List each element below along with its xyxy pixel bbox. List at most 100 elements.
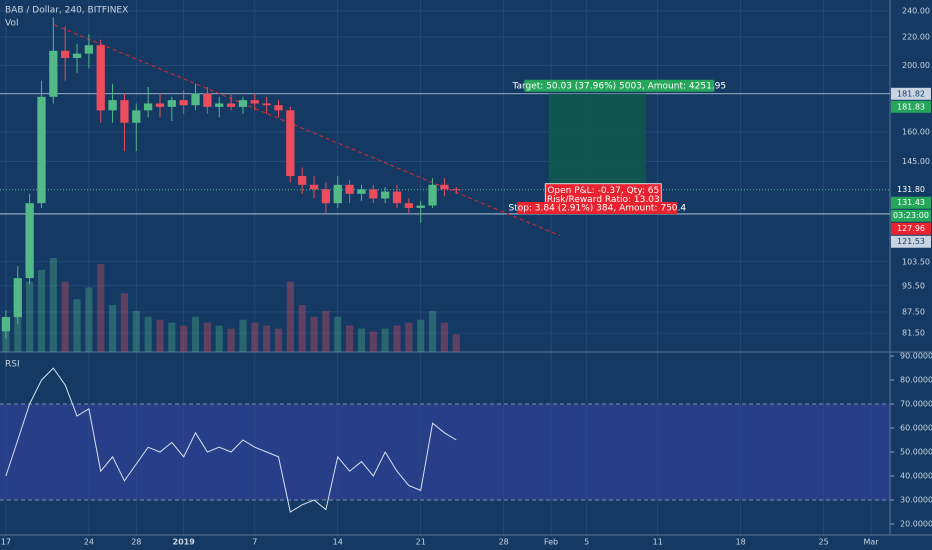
candle-body bbox=[321, 189, 331, 204]
volume-bar bbox=[381, 328, 389, 352]
x-tick-label: 24 bbox=[84, 538, 94, 547]
candle-body bbox=[440, 184, 449, 190]
rsi-tick-label: 70.0000 bbox=[900, 400, 932, 409]
ratio-label: Risk/Reward Ratio: 13.03 bbox=[547, 195, 660, 205]
rsi-tick-label: 60.0000 bbox=[900, 424, 932, 433]
volume-bar bbox=[310, 316, 318, 352]
volume-bar bbox=[180, 325, 188, 352]
x-tick-label: 17 bbox=[1, 538, 11, 547]
candle-body bbox=[357, 189, 366, 194]
y-tick-label: 145.00 bbox=[902, 157, 930, 166]
pnl-label: Open P&L: -0.37, Qty: 65 bbox=[547, 186, 659, 196]
y-tick-label: 240.00 bbox=[902, 6, 930, 15]
x-tick-label: 28 bbox=[499, 538, 509, 547]
candle-body bbox=[452, 189, 461, 191]
volume-bar bbox=[405, 322, 413, 352]
rsi-line bbox=[5, 367, 457, 513]
volume-bar bbox=[286, 281, 294, 352]
candle-body bbox=[369, 189, 378, 199]
chart-title: BAB / Dollar, 240, BITFINEX bbox=[5, 6, 128, 16]
trendline bbox=[54, 24, 561, 237]
volume-bar bbox=[369, 331, 377, 352]
candle-body bbox=[37, 96, 46, 204]
candle-body bbox=[108, 100, 117, 111]
volume-bar bbox=[322, 310, 330, 352]
volume-bar bbox=[429, 310, 437, 352]
volume-bar bbox=[144, 316, 152, 352]
volume-bar bbox=[120, 293, 128, 352]
rsi-tick-label: 40.0000 bbox=[900, 471, 932, 480]
stop-label: Stop: 3.84 (2.91%) 384, Amount: 750.4 bbox=[508, 203, 686, 213]
candle-body bbox=[309, 184, 319, 190]
candle-body bbox=[132, 110, 141, 123]
candle-body bbox=[191, 93, 200, 106]
volume-bar bbox=[263, 325, 271, 352]
y-tick-label: 95.50 bbox=[902, 281, 925, 290]
target-zone bbox=[548, 93, 646, 190]
candle-body bbox=[167, 100, 176, 107]
volume-bar bbox=[85, 287, 93, 352]
candle-body bbox=[143, 103, 153, 111]
volume-bar bbox=[239, 319, 247, 352]
target-label-box bbox=[524, 79, 715, 92]
candle-body bbox=[13, 278, 22, 318]
candle-body bbox=[416, 205, 425, 208]
price-label: 131.80 bbox=[897, 185, 925, 194]
candle-body bbox=[250, 100, 259, 104]
price-label-box bbox=[891, 100, 931, 113]
rsi-tick-label: 50.0000 bbox=[900, 448, 932, 457]
volume-bar bbox=[168, 322, 176, 352]
price-label: 181.83 bbox=[897, 102, 925, 111]
price-label-box bbox=[891, 235, 931, 248]
candle-body bbox=[238, 100, 248, 107]
candle-body bbox=[179, 100, 188, 106]
candle-body bbox=[96, 45, 105, 111]
candle-body bbox=[428, 184, 437, 206]
candle-body bbox=[381, 191, 390, 199]
candle-body bbox=[155, 103, 165, 107]
candle-body bbox=[226, 103, 236, 107]
x-tick-label: 5 bbox=[584, 538, 589, 547]
volume-bar bbox=[109, 305, 117, 352]
price-label-box bbox=[891, 196, 931, 209]
volume-bar bbox=[49, 258, 57, 352]
price-label: 127.96 bbox=[897, 224, 925, 233]
rsi-label: RSI bbox=[5, 360, 20, 370]
price-label-box bbox=[891, 183, 931, 196]
volume-label: Vol bbox=[5, 19, 18, 29]
candle-body bbox=[286, 110, 295, 177]
volume-bar bbox=[346, 325, 354, 352]
volume-bar bbox=[298, 305, 306, 352]
target-label: Target: 50.03 (37.96%) 5003, Amount: 425… bbox=[511, 81, 726, 91]
volume-bar bbox=[26, 281, 34, 352]
x-tick-label: Feb bbox=[544, 538, 558, 547]
rsi-tick-label: 80.0000 bbox=[900, 376, 932, 385]
rsi-band bbox=[0, 404, 890, 500]
price-label-box bbox=[891, 87, 931, 100]
candle-body bbox=[298, 176, 307, 185]
candle-body bbox=[72, 53, 82, 58]
x-tick-label: 28 bbox=[131, 538, 141, 547]
volume-bar bbox=[417, 319, 425, 352]
y-tick-label: 220.00 bbox=[902, 32, 930, 41]
rsi-tick-label: 30.0000 bbox=[900, 495, 932, 504]
stop-label-box bbox=[517, 201, 678, 214]
candle-body bbox=[262, 103, 271, 106]
candle-body bbox=[392, 191, 402, 204]
x-tick-label: 14 bbox=[333, 538, 343, 547]
x-tick-label: 7 bbox=[252, 538, 257, 547]
candle-body bbox=[120, 100, 129, 123]
price-label: 121.53 bbox=[897, 237, 925, 246]
volume-bar bbox=[452, 334, 460, 352]
candle-body bbox=[1, 317, 11, 332]
price-label: 03:23:00 bbox=[893, 211, 929, 220]
volume-bar bbox=[251, 322, 259, 352]
volume-bar bbox=[357, 328, 366, 352]
candle-body bbox=[25, 203, 34, 279]
x-tick-label: 25 bbox=[819, 538, 829, 547]
volume-bar bbox=[73, 299, 81, 352]
x-tick-label: Mar bbox=[863, 538, 879, 547]
volume-bar bbox=[227, 328, 235, 352]
price-label: 181.82 bbox=[897, 89, 925, 98]
